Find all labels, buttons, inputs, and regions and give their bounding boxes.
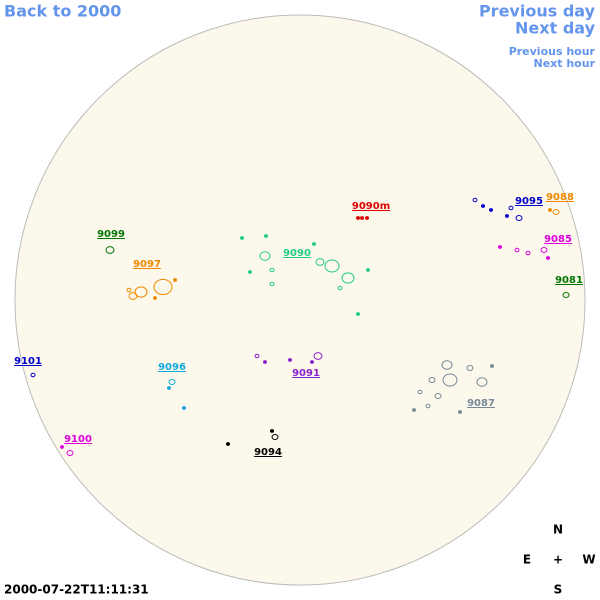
sunspot bbox=[525, 250, 531, 256]
sunspot bbox=[30, 372, 36, 378]
sunspot bbox=[425, 403, 431, 409]
sunspot bbox=[315, 258, 325, 266]
sunspot bbox=[310, 360, 314, 364]
region-label[interactable]: 9090 bbox=[283, 248, 311, 259]
region-label[interactable]: 9091 bbox=[292, 368, 320, 379]
sunspot bbox=[417, 389, 423, 395]
sunspot bbox=[254, 353, 260, 359]
sunspot bbox=[60, 445, 64, 449]
sunspot bbox=[514, 247, 520, 253]
region-label[interactable]: 9085 bbox=[544, 234, 572, 245]
sunspot bbox=[442, 373, 458, 387]
sunspot bbox=[540, 246, 548, 254]
sunspot bbox=[428, 376, 436, 384]
region-label[interactable]: 9087 bbox=[467, 398, 495, 409]
sunspot bbox=[271, 433, 279, 441]
sunspot bbox=[270, 429, 274, 433]
sunspot bbox=[66, 449, 74, 457]
sunspot bbox=[105, 246, 115, 254]
sunspot bbox=[466, 364, 474, 372]
sunspot bbox=[552, 208, 560, 216]
sunspot bbox=[356, 312, 360, 316]
sunspot bbox=[548, 208, 552, 212]
sunspot bbox=[412, 408, 416, 412]
sunspot bbox=[134, 286, 148, 298]
previous-hour-link[interactable]: Previous hour bbox=[509, 45, 596, 58]
sunspot bbox=[515, 214, 523, 222]
sunspot bbox=[313, 352, 323, 360]
timestamp: 2000-07-22T11:11:31 bbox=[4, 583, 149, 597]
solar-disk bbox=[14, 14, 586, 586]
compass-north: N bbox=[553, 523, 563, 537]
sunspot bbox=[489, 208, 493, 212]
region-label[interactable]: 9081 bbox=[555, 275, 583, 286]
sunspot bbox=[472, 197, 478, 203]
sunspot bbox=[312, 242, 316, 246]
region-label[interactable]: 9099 bbox=[97, 229, 125, 240]
sunspot bbox=[226, 442, 230, 446]
sunspot bbox=[366, 268, 370, 272]
compass-center: + bbox=[553, 553, 563, 567]
sunspot bbox=[441, 360, 453, 370]
sunspot bbox=[324, 259, 340, 273]
compass-east: E bbox=[523, 553, 531, 567]
sunspot bbox=[562, 291, 570, 299]
sunspot bbox=[126, 287, 132, 293]
sunspot bbox=[490, 364, 494, 368]
region-label[interactable]: 9101 bbox=[14, 356, 42, 367]
sunspot bbox=[356, 216, 360, 220]
sunspot bbox=[168, 378, 176, 386]
compass-west: W bbox=[582, 553, 595, 567]
previous-day-link[interactable]: Previous day bbox=[479, 2, 596, 21]
region-label[interactable]: 9100 bbox=[64, 434, 92, 445]
sunspot bbox=[264, 234, 268, 238]
region-label[interactable]: 9094 bbox=[254, 447, 282, 458]
sunspot bbox=[498, 245, 502, 249]
region-label[interactable]: 9095 bbox=[515, 196, 543, 207]
region-label[interactable]: 9090m bbox=[352, 201, 390, 212]
sunspot bbox=[167, 386, 171, 390]
sunspot bbox=[365, 216, 369, 220]
next-day-link[interactable]: Next day bbox=[515, 19, 596, 38]
sunspot bbox=[153, 296, 157, 300]
sunspot bbox=[508, 205, 514, 211]
region-label[interactable]: 9096 bbox=[158, 362, 186, 373]
sunspot bbox=[458, 410, 462, 414]
sunspot bbox=[476, 377, 488, 387]
sunspot bbox=[259, 251, 271, 261]
sunspot bbox=[248, 270, 252, 274]
sunspot bbox=[269, 267, 275, 273]
region-label[interactable]: 9097 bbox=[133, 259, 161, 270]
sunspot bbox=[341, 272, 355, 284]
sunspot bbox=[360, 216, 364, 220]
sunspot bbox=[288, 358, 292, 362]
sunspot bbox=[269, 281, 275, 287]
sunspot bbox=[240, 236, 244, 240]
sunspot bbox=[546, 256, 550, 260]
sunspot bbox=[153, 278, 173, 296]
sunspot bbox=[263, 360, 267, 364]
back-link[interactable]: Back to 2000 bbox=[4, 2, 121, 21]
compass-south: S bbox=[554, 583, 563, 597]
region-label[interactable]: 9088 bbox=[546, 192, 574, 203]
sunspot bbox=[434, 392, 442, 400]
sunspot bbox=[337, 285, 343, 291]
sunspot bbox=[505, 214, 509, 218]
sunspot bbox=[173, 278, 177, 282]
sunspot bbox=[182, 406, 186, 410]
next-hour-link[interactable]: Next hour bbox=[534, 57, 596, 70]
sunspot bbox=[128, 292, 138, 300]
sunspot bbox=[481, 204, 485, 208]
